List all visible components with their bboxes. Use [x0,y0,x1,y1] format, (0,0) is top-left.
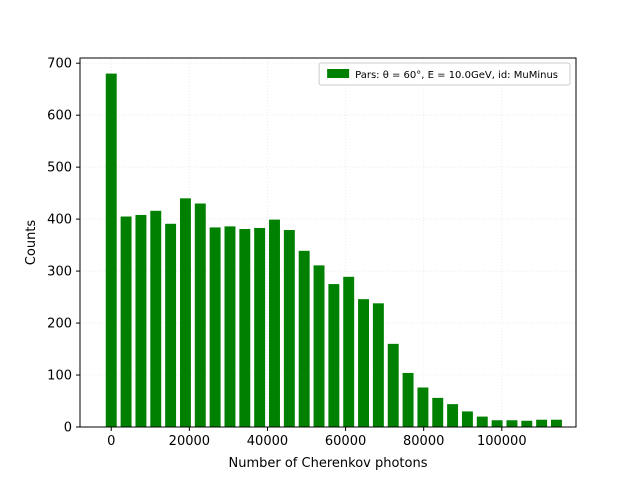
bar [506,420,518,427]
bar [165,223,177,427]
bar [239,228,251,427]
bar [269,219,280,427]
bar [105,73,117,427]
y-tick-label: 100 [47,369,72,384]
bar [402,372,414,427]
x-tick-label: 100000 [477,434,527,449]
y-tick-label: 200 [47,317,72,332]
bar [135,214,147,427]
bar [224,226,236,427]
bar [491,420,503,427]
legend-box [318,62,571,86]
bar [476,416,488,427]
bar [461,411,473,427]
bar [283,230,295,427]
x-axis-ticks: 0 20000 40000 60000 80000 100000 [107,427,527,449]
bar [298,250,310,427]
y-tick-label: 400 [47,213,72,228]
x-tick-label: 40000 [247,434,288,449]
bar [417,387,429,427]
y-axis-title: Counts [24,220,39,266]
bar [328,284,340,427]
bar [521,420,533,427]
y-tick-label: 300 [47,265,72,280]
x-tick-label: 0 [107,434,115,449]
bar [194,203,206,427]
y-tick-label: 0 [64,421,72,436]
bar [343,276,355,427]
y-tick-label: 500 [47,161,72,176]
legend: Pars: θ = 60°, E = 10.0GeV, id: MuMinus [318,62,571,86]
bar [536,419,548,427]
bar [447,404,459,427]
bar [372,303,384,427]
y-tick-label: 600 [47,109,72,124]
bar [120,216,132,427]
bar [358,299,370,427]
x-axis-title: Number of Cherenkov photons [229,456,428,471]
bar [150,210,162,427]
bar [254,227,266,427]
y-tick-label: 700 [47,57,72,72]
bar [179,198,191,427]
x-tick-label: 80000 [403,434,444,449]
legend-swatch [327,69,350,78]
bar [551,419,562,427]
legend-label: Pars: θ = 60°, E = 10.0GeV, id: MuMinus [355,70,558,81]
bar [387,343,399,427]
x-tick-label: 60000 [325,434,366,449]
bar [432,397,444,427]
x-tick-label: 20000 [169,434,210,449]
y-axis-ticks: 0 100 200 300 400 500 600 700 [47,57,80,436]
plot-frame [79,57,577,428]
bar [209,227,221,427]
bars [105,73,562,427]
bar [313,265,325,427]
